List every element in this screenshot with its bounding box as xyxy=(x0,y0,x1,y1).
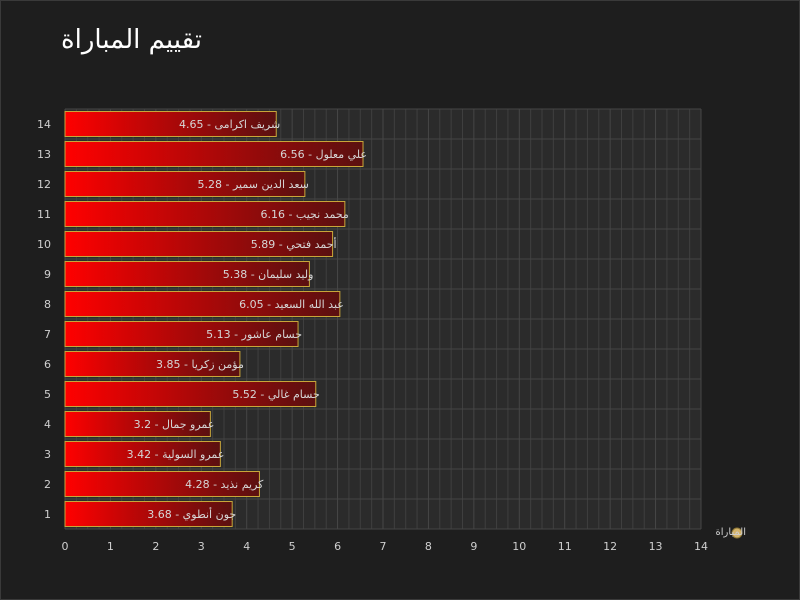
x-tick-label: 8 xyxy=(425,540,432,553)
y-tick-label: 14 xyxy=(37,118,51,131)
bar xyxy=(64,171,306,197)
bar xyxy=(64,441,221,467)
bar xyxy=(64,141,364,167)
bar-label: أحمد فتحي - 5.89 xyxy=(251,237,337,251)
y-tick-label: 11 xyxy=(37,208,51,221)
legend-marker xyxy=(731,527,743,539)
bar-label: مؤمن زكريا - 3.85 xyxy=(156,358,244,371)
x-tick-label: 14 xyxy=(694,540,708,553)
bar-label: شريف اكرامى - 4.65 xyxy=(179,118,280,131)
bar xyxy=(64,381,317,407)
bar-label: عبد الله السعيد - 6.05 xyxy=(239,298,344,311)
x-tick-label: 4 xyxy=(243,540,250,553)
bar-label: علي معلول - 6.56 xyxy=(280,148,367,161)
bar xyxy=(64,411,211,437)
y-tick-label: 6 xyxy=(44,358,51,371)
y-tick-label: 3 xyxy=(44,448,51,461)
bar xyxy=(64,201,346,227)
bar xyxy=(64,261,310,287)
y-tick-label: 4 xyxy=(44,418,51,431)
legend-label: المباراة xyxy=(715,527,746,538)
bar-label: سعد الدين سمير - 5.28 xyxy=(198,178,309,191)
bar xyxy=(64,231,334,257)
bar xyxy=(64,501,233,527)
legend: المباراة xyxy=(715,527,746,539)
bar-label: حسام عاشور - 5.13 xyxy=(206,328,302,341)
bar-label: جون أنطوي - 3.68 xyxy=(147,507,236,521)
y-tick-label: 1 xyxy=(44,508,51,521)
bar xyxy=(64,471,260,497)
x-tick-label: 7 xyxy=(380,540,387,553)
bar xyxy=(64,111,277,137)
x-tick-label: 6 xyxy=(334,540,341,553)
x-tick-label: 1 xyxy=(107,540,114,553)
bar-label: كريم نذيد - 4.28 xyxy=(185,478,264,491)
y-tick-label: 7 xyxy=(44,328,51,341)
x-tick-label: 5 xyxy=(289,540,296,553)
x-tick-label: 12 xyxy=(603,540,617,553)
chart-title: تقييم المباراة xyxy=(61,25,202,55)
y-tick-label: 2 xyxy=(44,478,51,491)
bar-label: حسام غالي - 5.52 xyxy=(232,388,319,401)
x-tick-label: 13 xyxy=(649,540,663,553)
bar xyxy=(64,351,241,377)
bar-label: عمرو جمال - 3.2 xyxy=(134,418,215,431)
x-tick-label: 0 xyxy=(62,540,69,553)
bar-label: محمد نجيب - 6.16 xyxy=(260,208,348,221)
x-tick-label: 3 xyxy=(198,540,205,553)
y-tick-label: 9 xyxy=(44,268,51,281)
bar xyxy=(64,321,299,347)
y-tick-label: 10 xyxy=(37,238,51,251)
x-tick-label: 2 xyxy=(152,540,159,553)
y-tick-label: 12 xyxy=(37,178,51,191)
bar-label: وليد سليمان - 5.38 xyxy=(223,268,314,281)
y-tick-label: 13 xyxy=(37,148,51,161)
y-tick-label: 8 xyxy=(44,298,51,311)
x-tick-label: 11 xyxy=(558,540,572,553)
y-tick-label: 5 xyxy=(44,388,51,401)
x-tick-label: 9 xyxy=(470,540,477,553)
bar xyxy=(64,291,341,317)
x-tick-label: 10 xyxy=(512,540,526,553)
bar-label: عمرو السولية - 3.42 xyxy=(127,448,225,461)
